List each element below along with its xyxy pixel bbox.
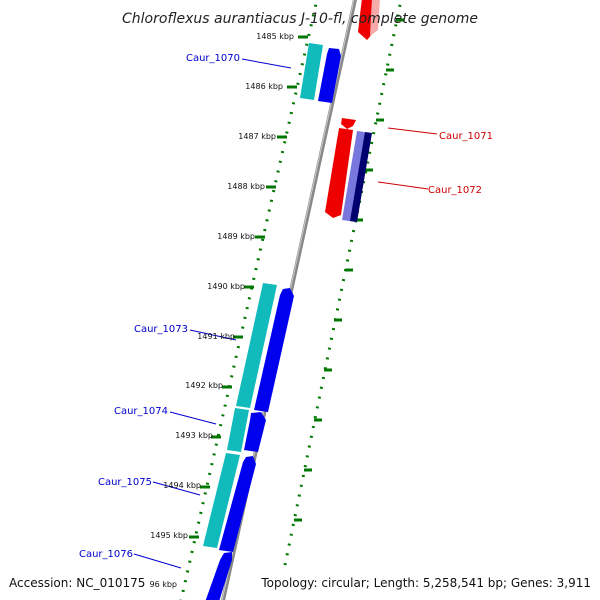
gene-feature-caur-1075[interactable] bbox=[219, 456, 256, 552]
tick-label-1486: 1486 kbp bbox=[245, 82, 283, 91]
gene-label-caur-1071[interactable]: Caur_1071 bbox=[439, 131, 493, 142]
gene-label-leaders bbox=[133, 58, 438, 569]
accession-text: Accession: NC_010175 bbox=[9, 576, 145, 590]
tick-label-1488: 1488 kbp bbox=[227, 182, 265, 191]
tick-label-1490: 1490 kbp bbox=[207, 282, 245, 291]
tick-label-1493: 1493 kbp bbox=[175, 431, 213, 440]
tick-label-1494: 1494 kbp bbox=[163, 481, 201, 490]
tick-label-1496: 96 kbp bbox=[149, 580, 177, 589]
left-tick-track bbox=[179, 0, 319, 600]
tick-label-1495: 1495 kbp bbox=[150, 531, 188, 540]
gene-feature-caur-1076[interactable] bbox=[204, 552, 232, 600]
gene-label-caur-1075[interactable]: Caur_1075 bbox=[98, 477, 152, 488]
gene-feature-caur-1073[interactable] bbox=[254, 288, 294, 412]
genome-summary-text: Topology: circular; Length: 5,258,541 bp… bbox=[260, 576, 591, 590]
left-major-ticks bbox=[189, 35, 308, 539]
cds-feature-caur-1072-dark bbox=[350, 132, 372, 222]
gene-label-caur-1072[interactable]: Caur_1072 bbox=[428, 185, 482, 196]
gene-feature-caur-1072[interactable] bbox=[325, 128, 353, 218]
gene-feature-caur-1071[interactable] bbox=[341, 118, 356, 129]
tick-label-1487: 1487 kbp bbox=[238, 132, 276, 141]
right-tick-track bbox=[282, 0, 403, 571]
gene-feature-reverse-partial-light bbox=[370, 0, 380, 36]
gene-feature-caur-1070[interactable] bbox=[318, 48, 341, 103]
gene-label-caur-1076[interactable]: Caur_1076 bbox=[79, 549, 133, 560]
gene-label-caur-1070[interactable]: Caur_1070 bbox=[186, 53, 240, 64]
cds-feature-caur-1073[interactable] bbox=[236, 283, 277, 408]
cds-feature-caur-1074[interactable] bbox=[227, 408, 249, 452]
gene-feature-caur-1074[interactable] bbox=[244, 412, 266, 452]
tick-label-1489: 1489 kbp bbox=[217, 232, 255, 241]
cds-feature-caur-1075[interactable] bbox=[203, 453, 240, 548]
gene-labels: Caur_1070 Caur_1071 Caur_1072 Caur_1073 … bbox=[79, 53, 493, 560]
cds-feature-caur-1070[interactable] bbox=[300, 43, 323, 100]
tick-labels: 1485 kbp 1486 kbp 1487 kbp 1488 kbp 1489… bbox=[149, 32, 294, 589]
tick-label-1485: 1485 kbp bbox=[256, 32, 294, 41]
tick-label-1491: 1491 kbp bbox=[197, 332, 235, 341]
map-title: Chloroflexus aurantiacus J-10-fl, comple… bbox=[122, 11, 478, 27]
tick-label-1492: 1492 kbp bbox=[185, 381, 223, 390]
gene-label-caur-1074[interactable]: Caur_1074 bbox=[114, 406, 168, 417]
gene-label-caur-1073[interactable]: Caur_1073 bbox=[134, 324, 188, 335]
